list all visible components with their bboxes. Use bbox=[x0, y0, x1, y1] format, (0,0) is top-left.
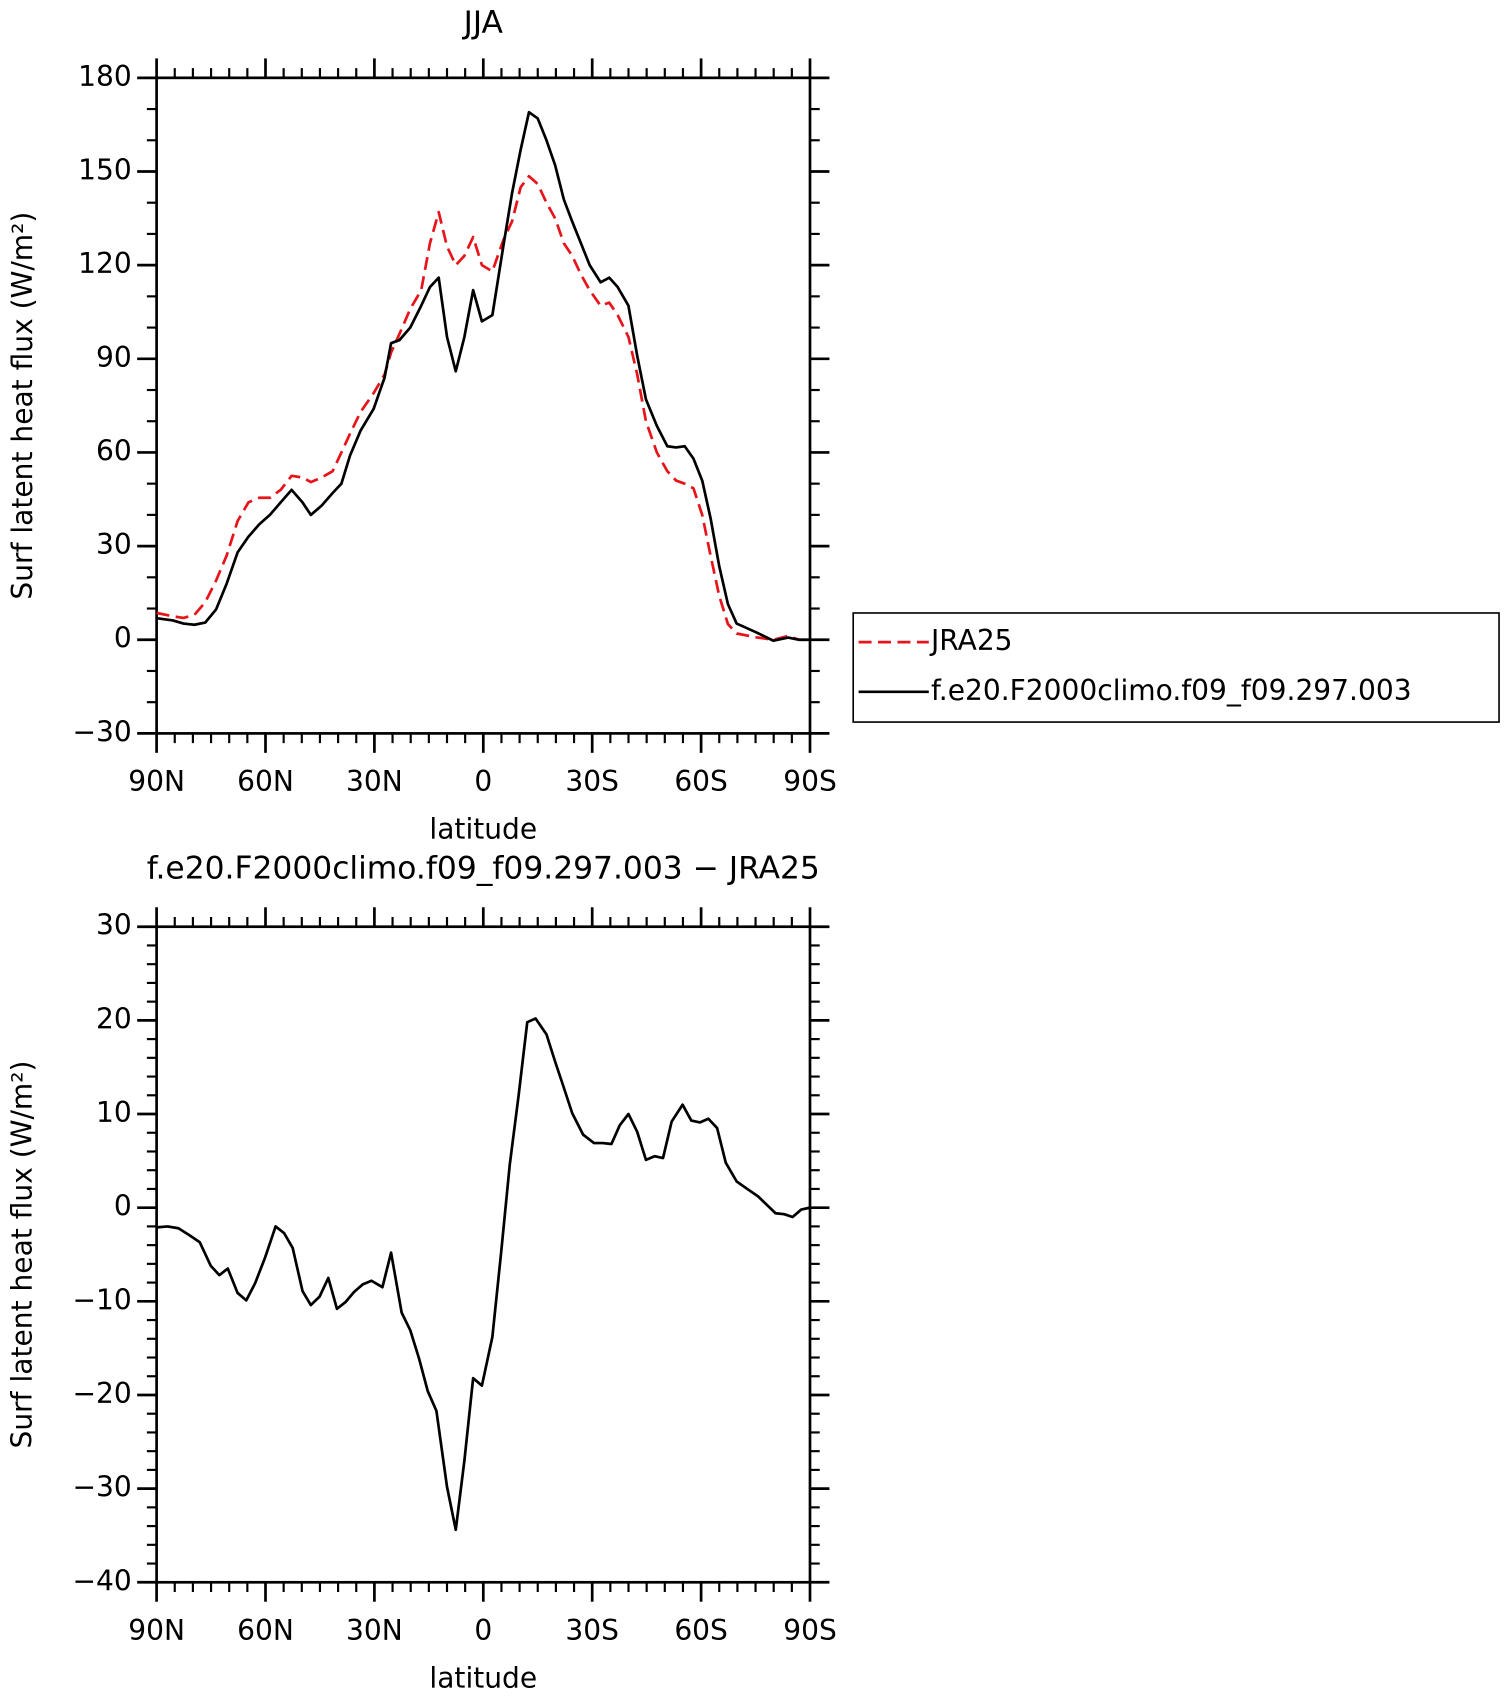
y-tick-label: −20 bbox=[72, 1377, 131, 1410]
x-tick-label: 30N bbox=[346, 1614, 403, 1647]
legend-box bbox=[852, 612, 1500, 723]
y-axis-label: Surf latent heat flux (W/m²) bbox=[6, 212, 39, 600]
x-tick-label: 30S bbox=[565, 765, 619, 798]
y-axis-label: Surf latent heat flux (W/m²) bbox=[6, 1061, 39, 1449]
y-tick-label: 30 bbox=[96, 528, 132, 561]
y-tick-label: 10 bbox=[96, 1096, 132, 1129]
y-tick-label: −30 bbox=[72, 715, 131, 748]
x-tick-label: 30N bbox=[346, 765, 403, 798]
x-tick-label: 60S bbox=[674, 765, 728, 798]
x-tick-label: 0 bbox=[474, 1614, 492, 1647]
data-line bbox=[156, 174, 810, 642]
y-tick-label: 150 bbox=[78, 153, 132, 186]
chart-title: f.e20.F2000climo.f09_f09.297.003 − JRA25 bbox=[147, 850, 820, 886]
y-tick-label: 20 bbox=[96, 1002, 132, 1035]
y-tick-label: 0 bbox=[114, 622, 132, 655]
x-tick-label: 90S bbox=[783, 765, 837, 798]
legend-label: JRA25 bbox=[929, 624, 1013, 657]
plot-frame bbox=[155, 925, 812, 1584]
x-tick-label: 90N bbox=[128, 1614, 185, 1647]
y-tick-label: −30 bbox=[72, 1471, 131, 1504]
x-tick-label: 60S bbox=[674, 1614, 728, 1647]
x-axis-label: latitude bbox=[429, 1661, 537, 1694]
y-tick-label: 90 bbox=[96, 341, 132, 374]
y-tick-label: 60 bbox=[96, 434, 132, 467]
x-tick-label: 0 bbox=[474, 765, 492, 798]
y-tick-label: 180 bbox=[78, 60, 132, 93]
x-tick-label: 30S bbox=[565, 1614, 619, 1647]
y-tick-label: 0 bbox=[114, 1190, 132, 1223]
x-axis-label: latitude bbox=[429, 813, 537, 846]
x-tick-label: 60N bbox=[237, 765, 294, 798]
y-tick-label: 120 bbox=[78, 247, 132, 280]
x-tick-label: 90N bbox=[128, 765, 185, 798]
x-tick-label: 60N bbox=[237, 1614, 294, 1647]
y-tick-label: 30 bbox=[96, 909, 132, 942]
data-line bbox=[156, 110, 810, 643]
x-tick-label: 90S bbox=[783, 1614, 837, 1647]
data-line bbox=[156, 1017, 811, 1532]
plot-frame bbox=[155, 76, 812, 735]
legend-label: f.e20.F2000climo.f09_f09.297.003 bbox=[931, 674, 1412, 707]
y-tick-label: −40 bbox=[72, 1564, 131, 1597]
y-tick-label: −10 bbox=[72, 1283, 131, 1316]
chart-title: JJA bbox=[462, 5, 504, 41]
